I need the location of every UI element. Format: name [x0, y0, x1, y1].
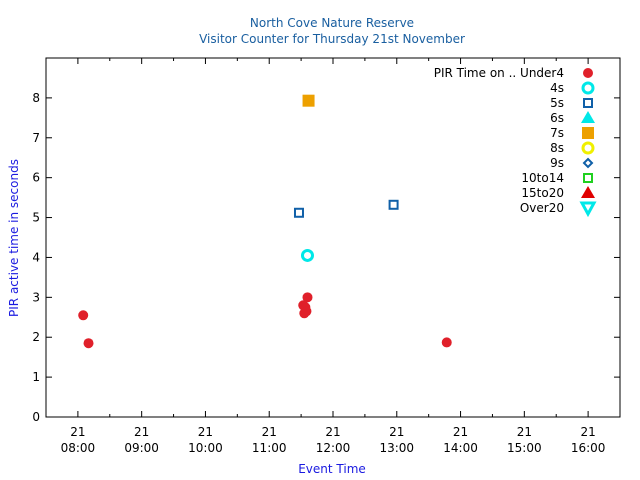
point-5s [388, 199, 399, 210]
legend-marker-6s [581, 111, 595, 123]
legend-label: 4s [550, 81, 564, 95]
x-tick-day: 21 [70, 425, 85, 439]
y-tick-label: 2 [32, 330, 40, 344]
legend-series-name: 4s [550, 81, 564, 95]
y-tick-label: 5 [32, 211, 40, 225]
x-tick-day: 21 [389, 425, 404, 439]
x-tick-day: 21 [134, 425, 149, 439]
x-tick-day: 21 [453, 425, 468, 439]
legend-series-name: 5s [550, 96, 564, 110]
legend-label: 6s [550, 111, 564, 125]
legend-marker-8s [581, 141, 595, 155]
legend-label: 5s [550, 96, 564, 110]
legend-label: 9s [550, 156, 564, 170]
y-tick-label: 8 [32, 91, 40, 105]
point-5s [293, 207, 304, 218]
axis-ticks: 0 1 2 3 4 5 6 7 8 21 08:00 21 09:00 21 10:00 21 11:00 21 1… [32, 58, 621, 455]
x-tick-day: 21 [262, 425, 277, 439]
legend-label: 8s [550, 141, 564, 155]
y-tick-label: 4 [32, 250, 40, 264]
legend-label: PIR Time on .. Under4 [434, 66, 564, 80]
point-under4 [83, 338, 94, 349]
point-under4 [441, 337, 452, 348]
legend-marker-over20 [579, 201, 597, 218]
x-axis-label: Event Time [298, 462, 366, 476]
x-tick-time: 14:00 [443, 441, 478, 455]
legend-series-name: 6s [550, 111, 564, 125]
legend-series-name: 10to14 [521, 171, 564, 185]
x-tick-time: 08:00 [61, 441, 96, 455]
legend-marker-4s [581, 81, 595, 95]
x-tick-day: 21 [517, 425, 532, 439]
y-tick-label: 1 [32, 370, 40, 384]
x-tick-time: 15:00 [507, 441, 542, 455]
x-tick-time: 11:00 [252, 441, 287, 455]
x-tick-day: 21 [198, 425, 213, 439]
legend-label: Over20 [520, 201, 564, 215]
y-tick-label: 7 [32, 131, 40, 145]
data-points [78, 94, 452, 349]
x-tick-day: 21 [580, 425, 595, 439]
x-tick-day: 21 [325, 425, 340, 439]
legend: PIR Time on .. Under44s5s6s7s8s9s10to141… [434, 66, 597, 218]
legend-series-name: 7s [550, 126, 564, 140]
legend-label: 7s [550, 126, 564, 140]
chart-subtitle: Visitor Counter for Thursday 21st Novemb… [199, 32, 465, 46]
legend-marker-15to20 [581, 186, 595, 198]
legend-series-name: Over20 [520, 201, 564, 215]
plot-frame [45, 57, 621, 418]
legend-marker-7s [582, 127, 594, 139]
legend-title: PIR Time on .. [434, 66, 517, 80]
point-under4 [302, 292, 313, 303]
point-4s [300, 248, 314, 262]
legend-marker-10to14 [583, 173, 593, 183]
x-tick-time: 16:00 [571, 441, 606, 455]
chart-title: North Cove Nature Reserve [250, 16, 414, 30]
x-tick-time: 10:00 [188, 441, 223, 455]
point-under4 [301, 306, 312, 317]
legend-series-name: 15to20 [521, 186, 564, 200]
x-tick-time: 09:00 [124, 441, 159, 455]
y-tick-label: 3 [32, 290, 40, 304]
legend-label: 10to14 [521, 171, 564, 185]
point-under4 [78, 310, 89, 321]
x-tick-time: 12:00 [316, 441, 351, 455]
legend-marker-9s [582, 157, 594, 169]
legend-label: 15to20 [521, 186, 564, 200]
y-tick-label: 0 [32, 410, 40, 424]
y-axis-label: PIR active time in seconds [7, 159, 21, 317]
legend-series-name: Under4 [520, 66, 564, 80]
legend-marker-under4 [583, 68, 593, 78]
y-tick-label: 6 [32, 171, 40, 185]
x-tick-time: 13:00 [379, 441, 414, 455]
legend-series-name: 8s [550, 141, 564, 155]
legend-marker-5s [583, 98, 593, 108]
point-7s [302, 94, 315, 107]
legend-series-name: 9s [550, 156, 564, 170]
